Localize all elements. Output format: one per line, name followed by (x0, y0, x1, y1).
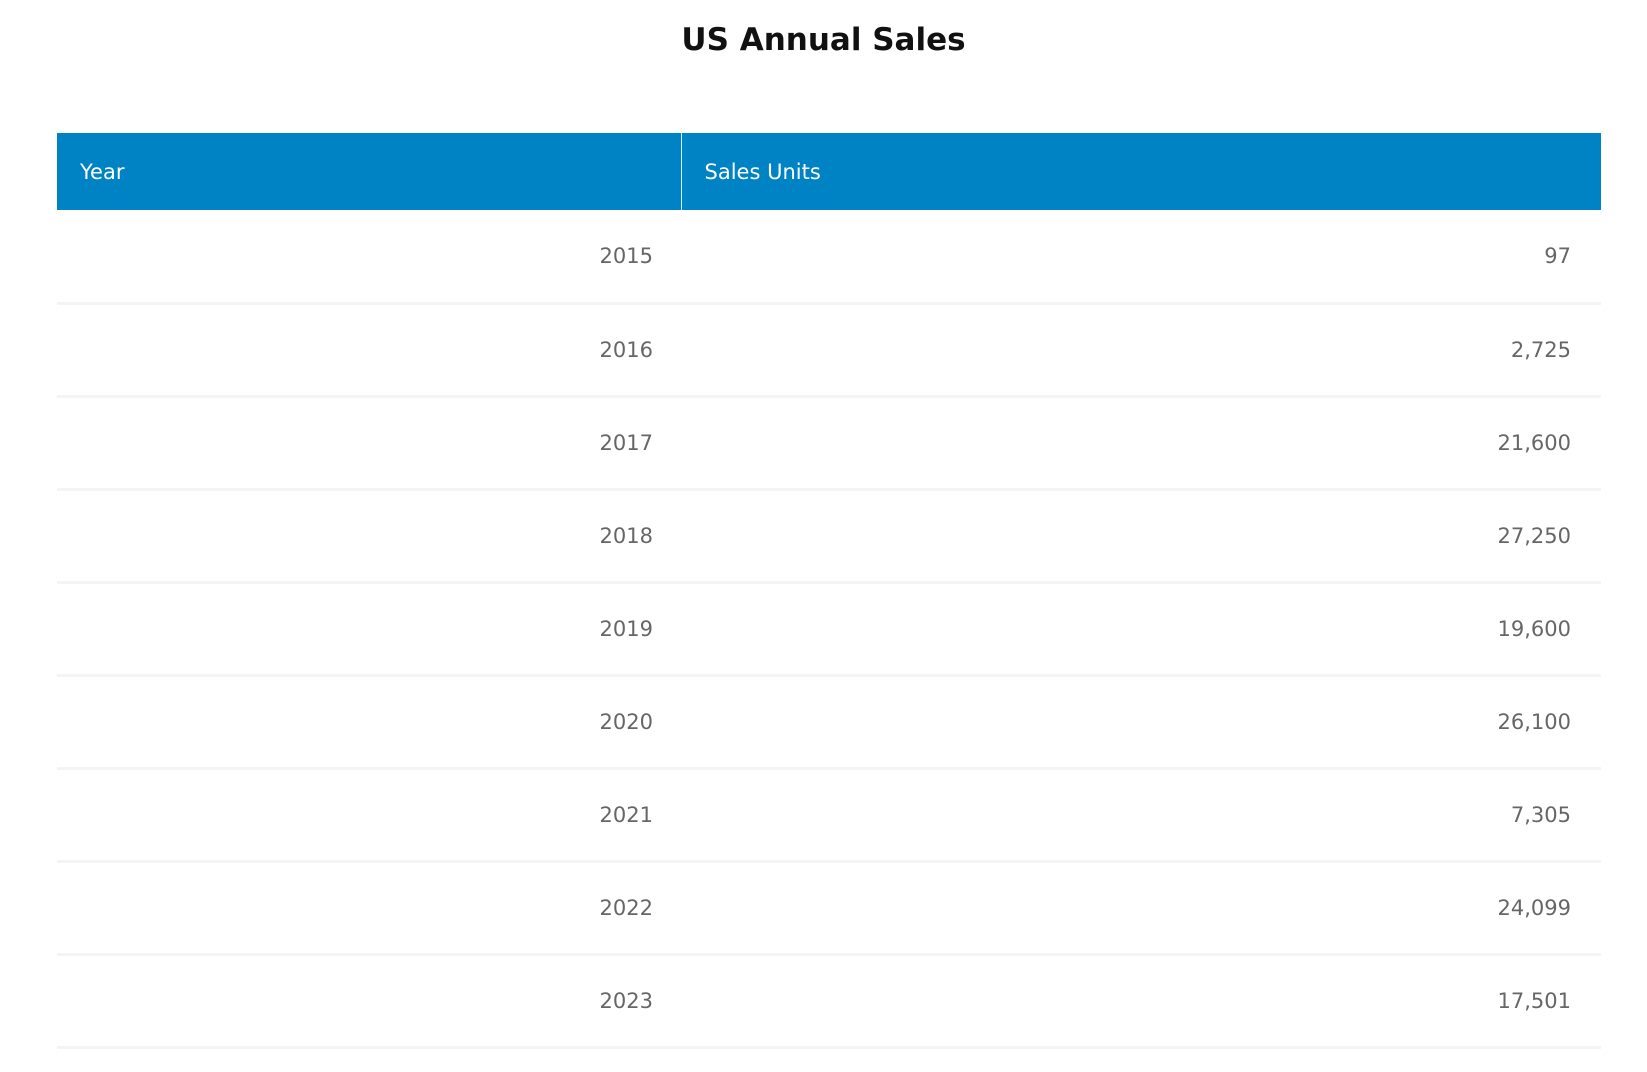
table-row: 2019 19,600 (57, 582, 1601, 677)
year-cell: 2021 (57, 768, 681, 863)
sales-cell: 2,725 (681, 303, 1601, 398)
year-cell: 2020 (57, 675, 681, 770)
sales-cell: 19,600 (681, 582, 1601, 677)
year-cell: 2016 (57, 303, 681, 398)
sales-cell: 97 (681, 210, 1601, 305)
sales-cell: 26,100 (681, 675, 1601, 770)
sales-cell: 21,600 (681, 396, 1601, 491)
table-row: 2018 27,250 (57, 489, 1601, 584)
year-cell: 2019 (57, 582, 681, 677)
sales-table: Year Sales Units 2015 97 2016 2,725 2017 21,60… (57, 133, 1601, 1049)
header-row: Year Sales Units (57, 133, 1601, 210)
table-row: 2017 21,600 (57, 396, 1601, 491)
year-cell: 2023 (57, 954, 681, 1049)
table-row: 2021 7,305 (57, 768, 1601, 863)
sales-cell: 7,305 (681, 768, 1601, 863)
sales-cell: 17,501 (681, 954, 1601, 1049)
year-cell: 2015 (57, 210, 681, 305)
table-row: 2016 2,725 (57, 303, 1601, 398)
year-cell: 2022 (57, 861, 681, 956)
table-row: 2020 26,100 (57, 675, 1601, 770)
table-row: 2022 24,099 (57, 861, 1601, 956)
sales-cell: 27,250 (681, 489, 1601, 584)
column-header: Year (57, 133, 681, 210)
column-header: Sales Units (680, 133, 1601, 210)
year-cell: 2018 (57, 489, 681, 584)
sales-cell: 24,099 (681, 861, 1601, 956)
page-title: US Annual Sales (681, 22, 966, 58)
table-row: 2023 17,501 (57, 954, 1601, 1049)
year-cell: 2017 (57, 396, 681, 491)
table-row: 2015 97 (57, 210, 1601, 305)
table-body: 2015 97 2016 2,725 2017 21,600 2018 27,250 2019 1… (57, 210, 1601, 1049)
